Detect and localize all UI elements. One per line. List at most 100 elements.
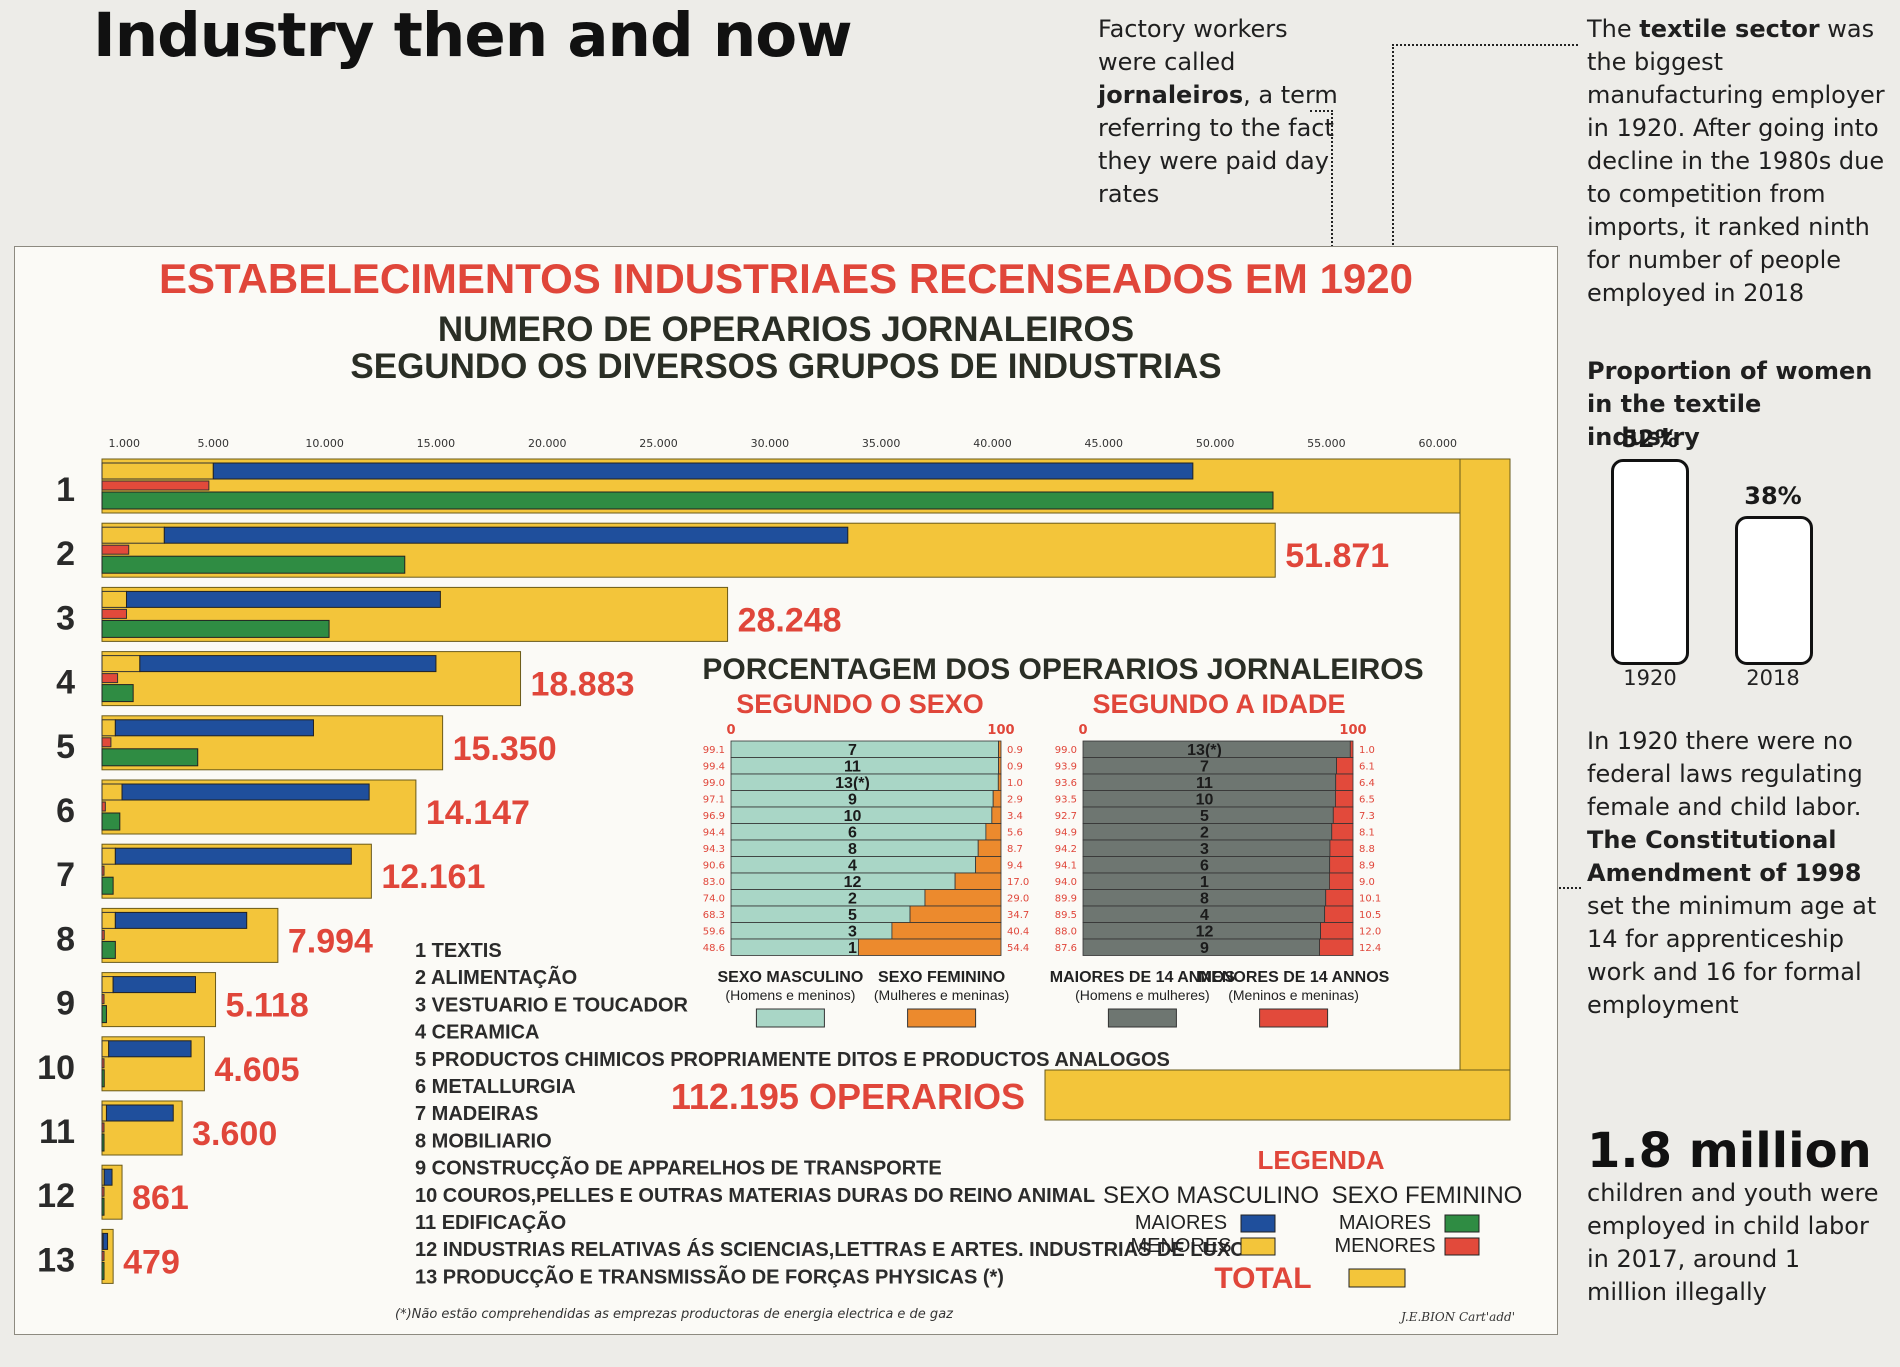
x-tick-label: 1.000 <box>109 437 141 450</box>
sexo-bar-b <box>924 889 1002 907</box>
x-tick-label: 20.000 <box>528 437 567 450</box>
industry-list-item: 10 COUROS,PELLES E OUTRAS MATERIAS DURAS… <box>415 1185 1095 1207</box>
idade-value-a: 92.7 <box>1055 811 1077 822</box>
idade-legend-swatch <box>1259 1008 1329 1028</box>
idade-value-a: 94.1 <box>1055 861 1077 872</box>
idade-category: 11 <box>1196 775 1213 792</box>
bar-female-minor <box>101 1058 105 1069</box>
sexo-category: 11 <box>844 759 861 776</box>
bar-female-adult <box>101 748 199 767</box>
sexo-bar-a <box>730 922 893 940</box>
sexo-bar-a <box>730 740 999 758</box>
idade-value-a: 93.9 <box>1055 762 1077 773</box>
industry-list-item: 5 PRODUCTOS CHIMICOS PROPRIAMENTE DITOS … <box>415 1049 1170 1071</box>
bar-male-adult <box>121 783 370 801</box>
idade-bar-b <box>1329 839 1354 857</box>
idade-category: 6 <box>1200 858 1209 875</box>
legend-male-adults: MAIORES <box>1135 1212 1227 1234</box>
idade-value-b: 6.5 <box>1359 795 1375 806</box>
poster-title: ESTABELECIMENTOS INDUSTRIAES RECENSEADOS… <box>159 255 1413 302</box>
note-jornaleiros-pre: Factory workers were called <box>1098 15 1288 76</box>
bar-male-adult <box>114 719 314 737</box>
idade-value-b: 8.1 <box>1359 828 1375 839</box>
idade-value-a: 93.5 <box>1055 795 1077 806</box>
bar-female-adult <box>101 1005 107 1024</box>
total-label: 12.161 <box>381 858 485 896</box>
sexo-category: 9 <box>848 792 857 809</box>
sexo-category: 2 <box>848 891 857 908</box>
bar-female-minor <box>101 608 127 619</box>
legend-swatch-female-minor <box>1444 1237 1480 1256</box>
bar-female-minor <box>101 865 105 876</box>
legend-total: TOTAL <box>1214 1262 1311 1295</box>
idade-value-a: 89.5 <box>1055 910 1077 921</box>
idade-category: 2 <box>1200 825 1209 842</box>
x-tick-label: 40.000 <box>973 437 1012 450</box>
bar-male-adult <box>102 1232 109 1250</box>
leader-textile-h <box>1392 44 1578 46</box>
idade-value-a: 87.6 <box>1055 943 1077 954</box>
bar-male-adult <box>114 911 248 929</box>
sexo-bar-b <box>857 938 1002 956</box>
legend-swatch-female-adult <box>1444 1214 1480 1233</box>
bar-male-adult <box>103 1168 113 1186</box>
legend-swatch-male-minor <box>1240 1237 1276 1256</box>
legend-male-minors: MENORES <box>1130 1235 1231 1257</box>
bar-male-minor <box>101 1104 107 1122</box>
idade-axis-0: 0 <box>1078 723 1087 738</box>
sexo-axis-100: 100 <box>987 723 1014 738</box>
idade-value-a: 93.6 <box>1055 778 1077 789</box>
women-2018-year: 2018 <box>1746 666 1800 690</box>
industry-list-item: 6 METALLURGIA <box>415 1076 576 1098</box>
idade-value-a: 99.0 <box>1055 745 1077 756</box>
idade-value-a: 89.9 <box>1055 894 1077 905</box>
sexo-value-a: 83.0 <box>703 877 725 888</box>
legend-swatch-total <box>1348 1268 1406 1288</box>
x-tick-label: 30.000 <box>751 437 790 450</box>
page-title: Industry then and now <box>93 0 853 71</box>
sexo-bar-b <box>985 823 1002 841</box>
legend-female-adults: MAIORES <box>1339 1212 1431 1234</box>
industry-list-item: 2 ALIMENTAÇÃO <box>415 966 577 989</box>
idade-category: 1 <box>1200 874 1209 891</box>
total-label: 7.994 <box>288 922 373 960</box>
idade-value-b: 6.4 <box>1359 778 1375 789</box>
bar-male-minor <box>101 655 141 673</box>
sexo-value-a: 99.1 <box>703 745 725 756</box>
row-number: 1 <box>56 471 75 509</box>
child-labor-figure: 1.8 million <box>1587 1123 1872 1179</box>
sexo-value-b: 2.9 <box>1007 795 1023 806</box>
sexo-category: 4 <box>848 858 857 875</box>
idade-value-b: 7.3 <box>1359 811 1375 822</box>
bar-female-adult <box>101 555 406 574</box>
women-textile-title: Proportion of women in the textile indus… <box>1587 357 1873 451</box>
row-number: 5 <box>56 728 75 766</box>
total-frame-bottom <box>1044 1069 1511 1121</box>
legend-swatch-male-adult <box>1240 1214 1276 1233</box>
sexo-bar-a <box>730 757 999 775</box>
sexo-bar-b <box>977 839 1002 857</box>
legend-female: SEXO FEMININO <box>1332 1182 1523 1209</box>
idade-value-b: 1.0 <box>1359 745 1375 756</box>
bar-male-minor <box>101 719 116 737</box>
note-textile: The textile sector was the biggest manuf… <box>1587 13 1892 310</box>
industry-list-item: 11 EDIFICAÇÃO <box>415 1211 566 1234</box>
idade-category: 10 <box>1196 792 1214 809</box>
industry-list-item: 8 MOBILIARIO <box>415 1130 552 1152</box>
bar-female-minor <box>101 544 130 555</box>
sexo-bar-a <box>730 938 859 956</box>
bar-male-adult <box>105 1104 174 1122</box>
sexo-bar-a <box>730 889 926 907</box>
sexo-legend-sub: (Homens e meninos) <box>725 987 855 1003</box>
bar-male-minor <box>101 911 116 929</box>
sexo-value-a: 99.0 <box>703 778 725 789</box>
idade-bar-b <box>1332 806 1354 824</box>
sexo-bar-a <box>730 823 987 841</box>
bar-female-adult <box>101 876 114 895</box>
industry-list-item: 13 PRODUCÇÃO E TRANSMISSÃO DE FORÇAS PHY… <box>415 1265 1004 1288</box>
bar-male-adult <box>163 526 849 544</box>
sexo-bar-b <box>891 922 1002 940</box>
industry-list-item: 12 INDUSTRIAS RELATIVAS ÁS SCIENCIAS,LET… <box>415 1238 1246 1261</box>
bar-male-adult <box>125 590 441 608</box>
sexo-value-b: 40.4 <box>1007 927 1029 938</box>
